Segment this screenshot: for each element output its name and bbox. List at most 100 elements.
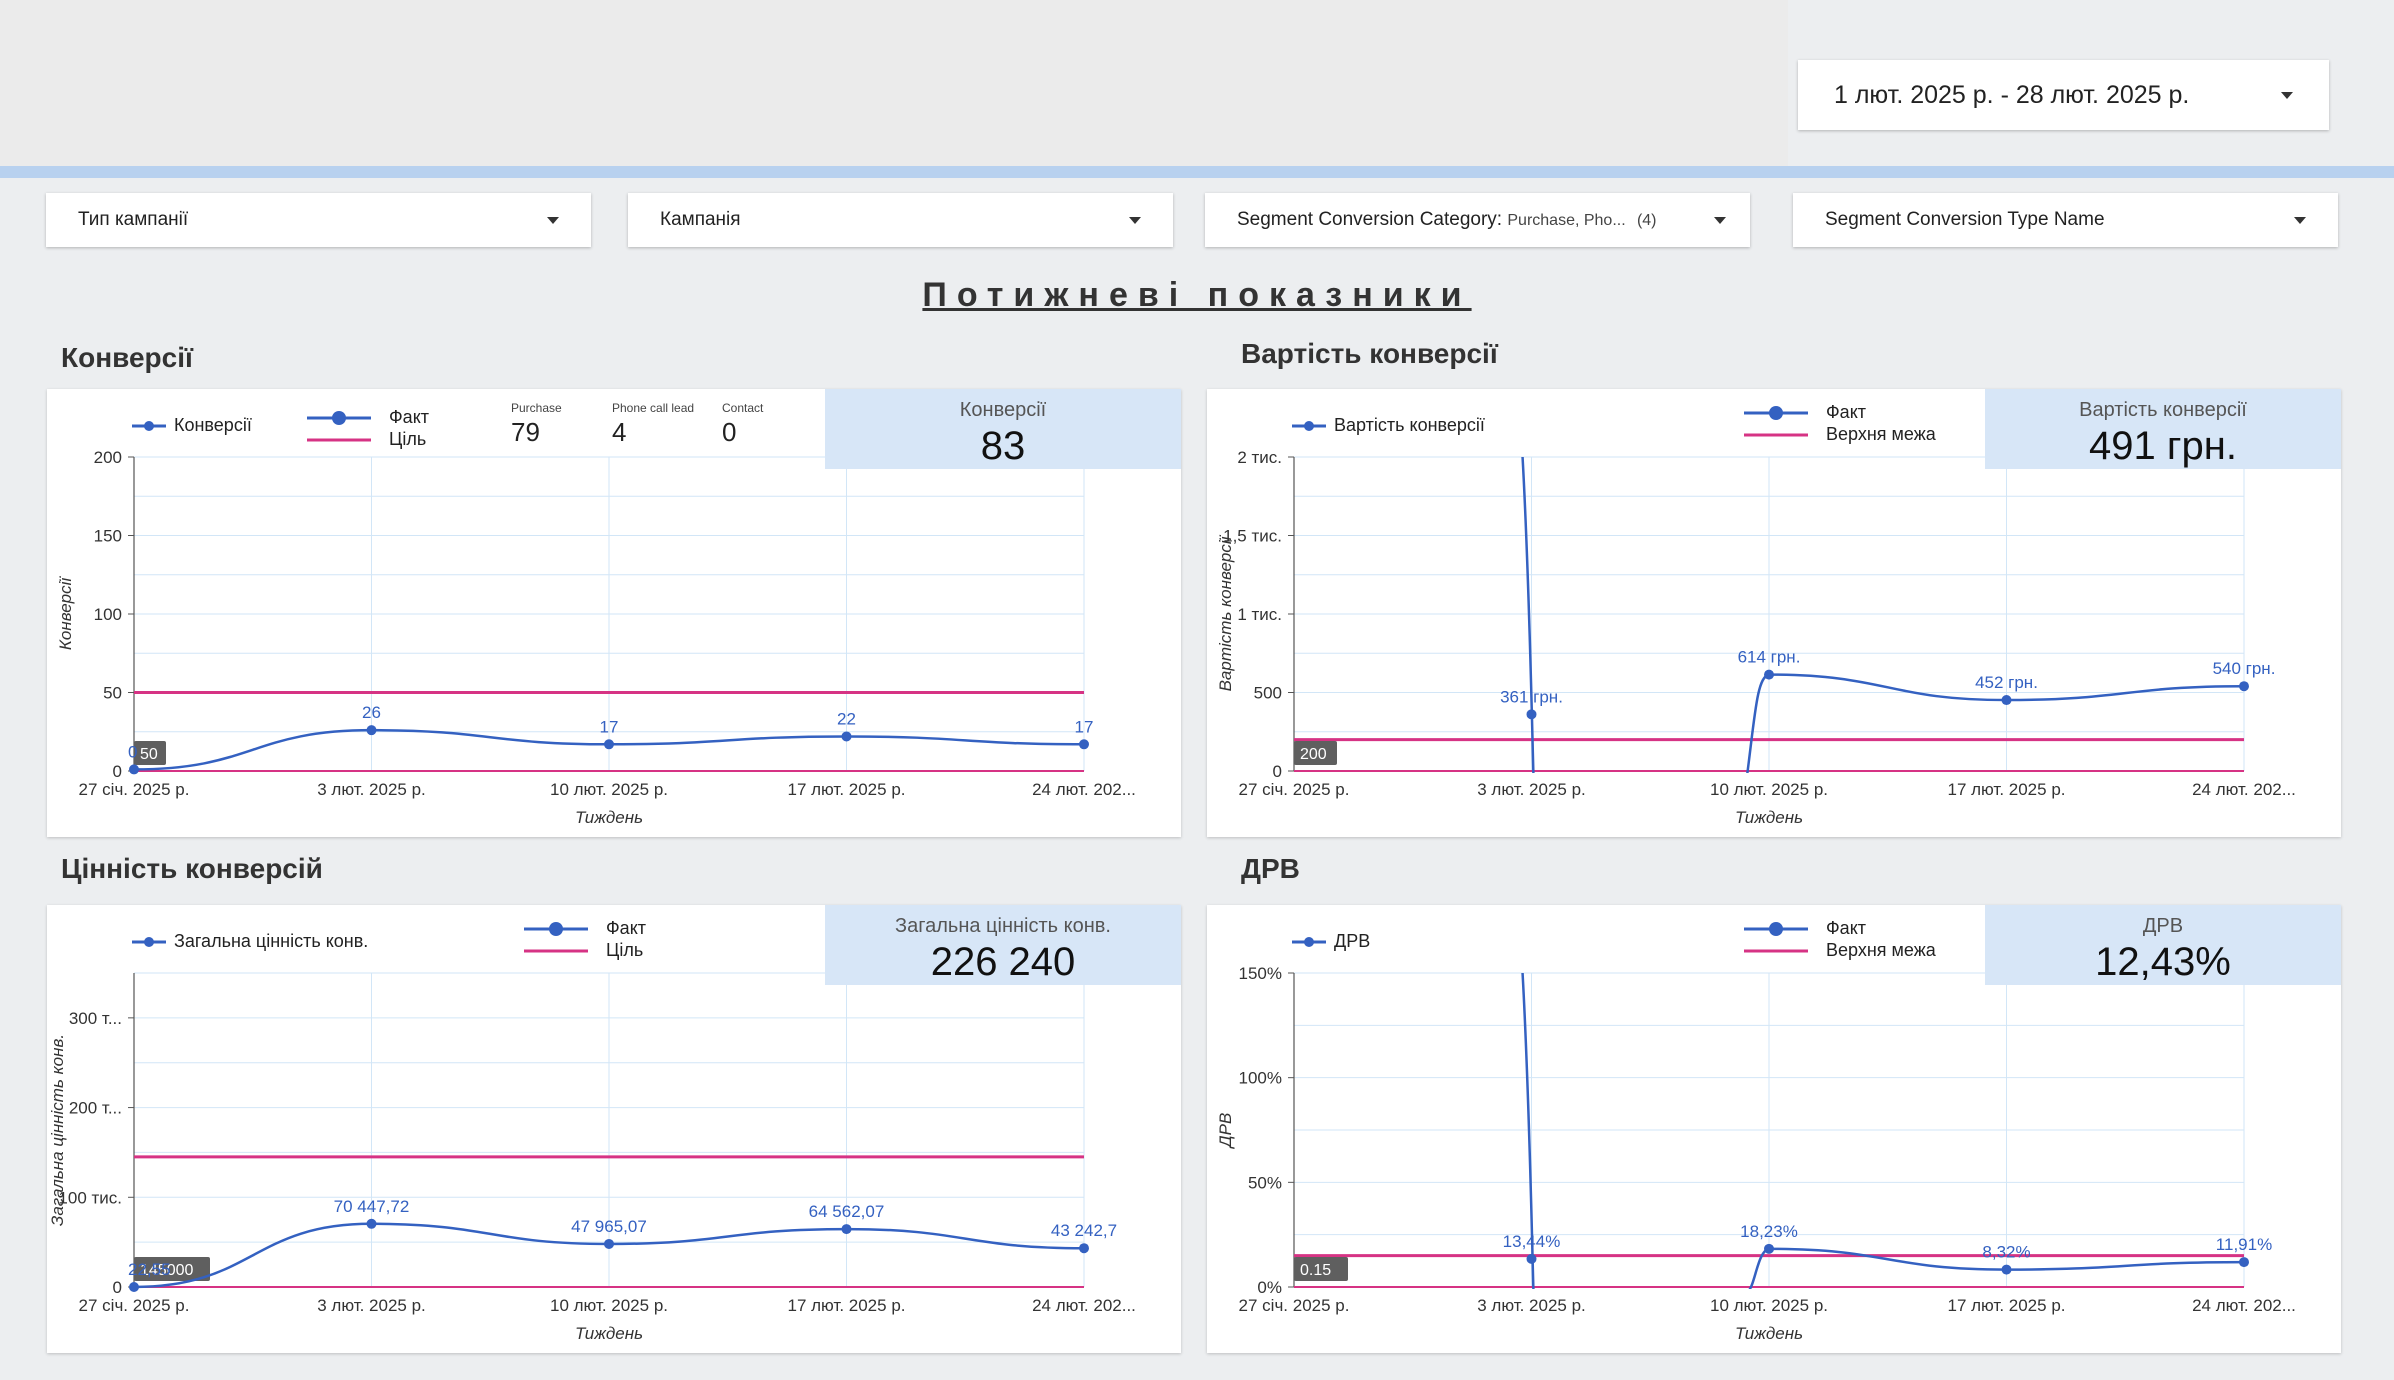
target-value-tag-label: 50 xyxy=(140,746,158,763)
y-tick-label: 150% xyxy=(1239,964,1282,983)
data-label: 26 xyxy=(362,703,381,722)
target-value-tag xyxy=(134,1257,210,1281)
legend-target-label: Ціль xyxy=(389,429,427,449)
panel-conversion-cost: 0 500 1 тис. 1,5 тис. 2 тис. 27 січ. 2025 р. 3… xyxy=(1207,389,2341,837)
kpi-label: Конверсії xyxy=(959,399,1047,421)
section-title-conversion-cost: Вартість конверсії xyxy=(1241,338,1498,369)
filter-segment-conversion-category[interactable]: Segment Conversion Category: Purchase, P… xyxy=(1205,193,1750,247)
kpi-card-conversion-value: Загальна цінність конв. 226 240 xyxy=(825,905,1181,985)
data-label: 17 xyxy=(1075,717,1094,736)
y-tick-label: 100% xyxy=(1239,1069,1282,1088)
chevron-down-icon xyxy=(2294,216,2306,224)
x-tick-label: 24 лют. 202... xyxy=(1032,780,1136,799)
target-value-tag xyxy=(1294,741,1337,765)
series-spike-line xyxy=(1521,457,1535,773)
section-title-drv: ДРВ xyxy=(1241,853,1300,884)
legend-fact-label: Факт xyxy=(1826,918,1867,938)
data-label: 11,91% xyxy=(2216,1235,2272,1254)
data-point xyxy=(604,1238,614,1249)
legend-series-label: Вартість конверсії xyxy=(1334,415,1485,435)
data-label: 0 xyxy=(128,742,137,761)
kpi-value: 12,43% xyxy=(2095,940,2231,984)
filter-label: Кампанія xyxy=(660,209,741,230)
stat-label: Purchase xyxy=(511,401,562,415)
x-tick-label: 3 лют. 2025 р. xyxy=(317,780,426,799)
filter-campaign[interactable]: Кампанія xyxy=(628,193,1173,247)
legend-series: Загальна цінність конв. xyxy=(132,931,368,952)
legend-target-label: Верхня межа xyxy=(1826,424,1936,444)
x-tick-label: 10 лют. 2025 р. xyxy=(550,1296,668,1315)
x-tick-label: 27 січ. 2025 р. xyxy=(79,1296,190,1315)
series-spike-line xyxy=(1521,973,1535,1289)
kpi-value: 226 240 xyxy=(930,940,1076,984)
legend-series: Конверсії xyxy=(132,415,252,436)
filter-campaign-type[interactable]: Тип кампанії xyxy=(46,193,591,247)
legend-fact: Факт xyxy=(524,918,646,939)
legend-target: Верхня межа xyxy=(1744,424,1936,445)
y-tick-label: 2 тис. xyxy=(1237,448,1282,467)
data-point xyxy=(129,1281,139,1292)
x-axis-title: Тиждень xyxy=(1735,1324,1803,1343)
x-tick-label: 24 лют. 202... xyxy=(2192,1296,2296,1315)
legend-fact-label: Факт xyxy=(606,918,647,938)
y-tick-label: 200 т... xyxy=(69,1099,122,1118)
y-tick-label: 50 xyxy=(103,684,122,703)
stat-phone-call-lead: Phone call lead 4 xyxy=(612,401,694,448)
legend-series: Вартість конверсії xyxy=(1292,415,1485,436)
legend-fact-label: Факт xyxy=(1826,402,1867,422)
date-range-picker[interactable]: 1 лют. 2025 р. - 28 лют. 2025 р. xyxy=(1798,60,2329,130)
x-tick-label: 27 січ. 2025 р. xyxy=(79,780,190,799)
y-axis-title: Вартість конверсії xyxy=(1216,534,1235,691)
data-point xyxy=(841,731,852,742)
header-divider xyxy=(0,166,2394,178)
x-tick-label: 10 лют. 2025 р. xyxy=(1710,1296,1828,1315)
data-point xyxy=(2239,681,2249,692)
y-tick-label: 1,5 тис. xyxy=(1223,527,1282,546)
x-axis-title: Тиждень xyxy=(575,1324,643,1343)
target-value-tag xyxy=(134,741,166,765)
header-band xyxy=(0,0,1788,166)
date-range-label: 1 лют. 2025 р. - 28 лют. 2025 р. xyxy=(1834,80,2190,109)
filter-segment-conversion-type[interactable]: Segment Conversion Type Name xyxy=(1793,193,2338,247)
data-point xyxy=(1079,739,1089,750)
data-label: 22,55 xyxy=(128,1260,171,1279)
target-value-tag-label: 200 xyxy=(1300,746,1327,763)
y-tick-label: 300 т... xyxy=(69,1009,122,1028)
y-tick-label: 100 тис. xyxy=(58,1188,122,1207)
legend-target-label: Верхня межа xyxy=(1826,940,1936,960)
y-axis-title: Конверсії xyxy=(56,576,75,651)
data-point xyxy=(2001,1264,2012,1275)
chevron-down-icon xyxy=(1129,216,1141,224)
kpi-label: ДРВ xyxy=(2142,915,2184,937)
kpi-value: 491 грн. xyxy=(2089,424,2237,468)
data-point xyxy=(1764,1243,1774,1254)
x-tick-label: 3 лют. 2025 р. xyxy=(317,1296,426,1315)
target-value-tag-label: 0.15 xyxy=(1300,1262,1331,1279)
y-tick-label: 200 xyxy=(94,448,122,467)
target-value-tag-label: 145000 xyxy=(140,1262,193,1279)
filter-label: Тип кампанії xyxy=(78,209,189,230)
kpi-label: Вартість конверсії xyxy=(2079,399,2247,421)
data-label: 13,44% xyxy=(1503,1232,1561,1251)
legend-target: Ціль xyxy=(307,429,426,450)
stat-value: 0 xyxy=(722,417,737,447)
panel-drv: 0% 50% 100% 150% 27 січ. 2025 р. 3 лют. 2025 … xyxy=(1207,905,2341,1353)
legend-target-label: Ціль xyxy=(606,940,644,960)
y-tick-label: 0% xyxy=(1257,1278,1282,1297)
y-tick-label: 150 xyxy=(94,527,122,546)
stat-value: 79 xyxy=(511,417,540,447)
x-tick-label: 24 лют. 202... xyxy=(1032,1296,1136,1315)
x-tick-label: 17 лют. 2025 р. xyxy=(788,1296,906,1315)
data-point xyxy=(604,739,614,750)
data-point xyxy=(1079,1243,1089,1254)
stat-label: Contact xyxy=(722,401,764,415)
filter-count: (4) xyxy=(1636,212,1657,229)
data-label: 614 грн. xyxy=(1738,648,1801,667)
data-point xyxy=(129,764,139,775)
data-label: 43 242,7 xyxy=(1051,1221,1117,1240)
filter-label: Segment Conversion Type Name xyxy=(1825,209,2105,230)
section-title-conversion-value: Цінність конверсій xyxy=(61,853,323,884)
legend-fact: Факт xyxy=(307,407,429,428)
section-title-conversions: Конверсії xyxy=(61,342,193,373)
data-label: 452 грн. xyxy=(1975,673,2038,692)
